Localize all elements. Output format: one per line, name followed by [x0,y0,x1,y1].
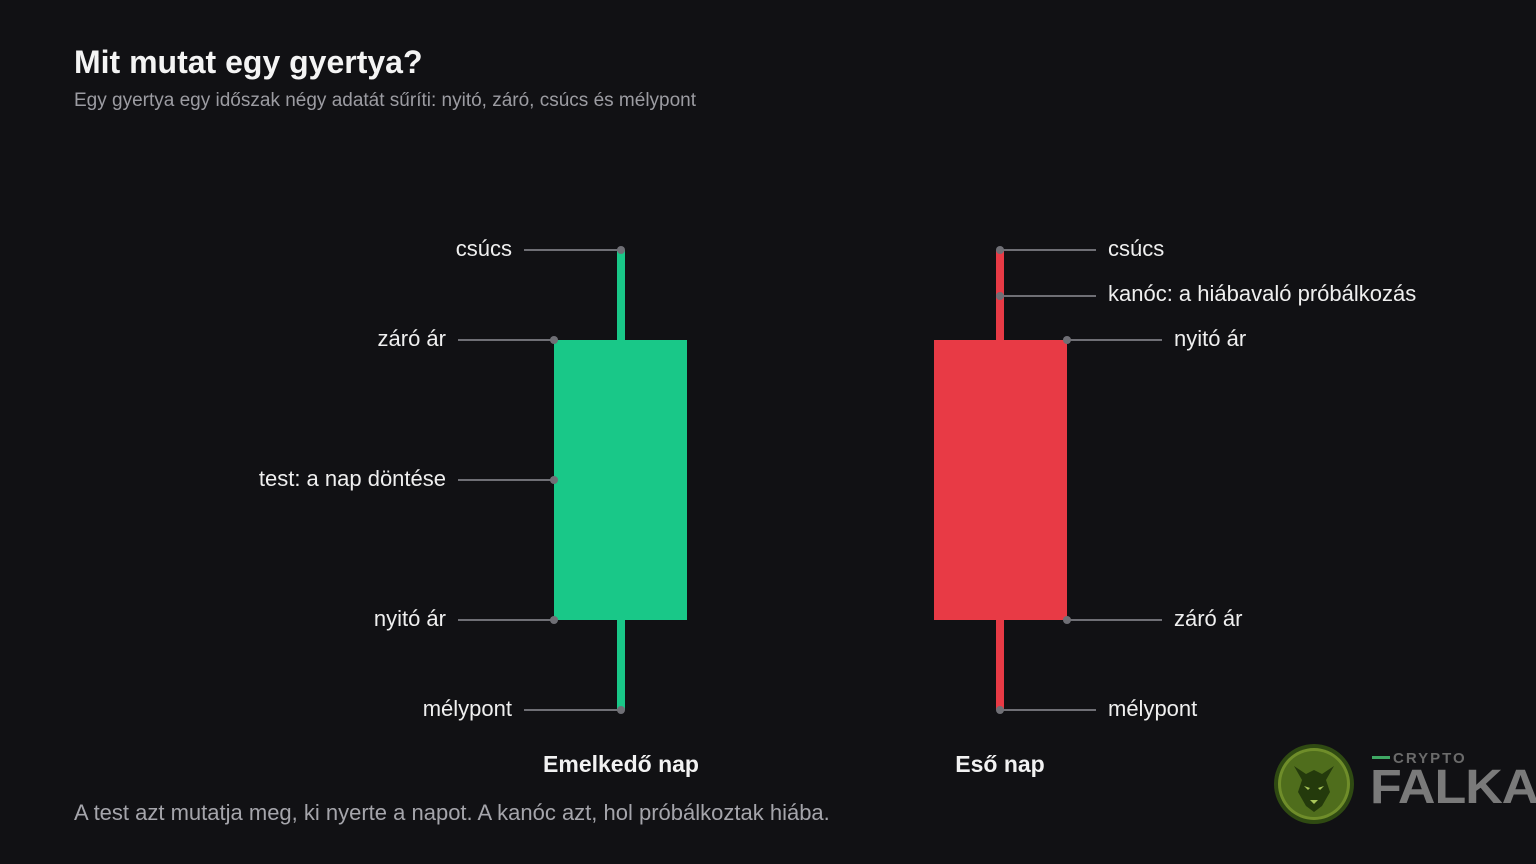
bullish-open-annotation: nyitó ár [374,606,558,631]
footer-note: A test azt mutatja meg, ki nyerte a napo… [74,800,830,825]
logo-crypto-text: CRYPTO [1372,750,1467,767]
bullish-high-annotation: csúcs [456,236,625,261]
bearish-low-annotation: mélypont [996,696,1197,721]
bullish-open-label: nyitó ár [374,606,446,631]
wolf-head-icon [1274,744,1354,824]
bullish-low-label: mélypont [423,696,512,721]
bearish-body [934,340,1067,620]
bearish-open-label: nyitó ár [1174,326,1246,351]
bearish-high-annotation: csúcs [996,236,1164,261]
bearish-candle: csúcs kanóc: a hiábavaló próbálkozás nyi… [934,236,1416,777]
logo-falka-text: FALKA [1370,760,1536,815]
leader-dot [1063,616,1071,624]
leader-dot [617,706,625,714]
bearish-close-label: záró ár [1174,606,1242,631]
leader-dot [996,706,1004,714]
bullish-body-annotation: test: a nap döntése [259,466,558,491]
bearish-wick-annotation: kanóc: a hiábavaló próbálkozás [996,281,1416,306]
bearish-wick-label: kanóc: a hiábavaló próbálkozás [1108,281,1416,306]
leader-dot [617,246,625,254]
bullish-candle: csúcs záró ár test: a nap döntése nyitó … [259,236,699,777]
page-title: Mit mutat egy gyertya? [74,44,423,80]
bearish-high-label: csúcs [1108,236,1164,261]
leader-dot [550,476,558,484]
leader-dot [996,292,1004,300]
bearish-caption: Eső nap [955,751,1044,777]
bullish-body [554,340,687,620]
leader-dot [550,616,558,624]
bullish-high-label: csúcs [456,236,512,261]
bearish-open-annotation: nyitó ár [1063,326,1246,351]
bullish-close-label: záró ár [378,326,446,351]
bullish-low-annotation: mélypont [423,696,625,721]
bullish-body-label: test: a nap döntése [259,466,446,491]
leader-dot [1063,336,1071,344]
page-subtitle: Egy gyertya egy időszak négy adatát sűrí… [74,90,697,111]
leader-dot [550,336,558,344]
leader-dot [996,246,1004,254]
bullish-caption: Emelkedő nap [543,751,699,777]
bullish-close-annotation: záró ár [378,326,558,351]
bearish-close-annotation: záró ár [1063,606,1242,631]
crypto-falka-logo: CRYPTO FALKA [1272,740,1536,832]
bearish-low-label: mélypont [1108,696,1197,721]
